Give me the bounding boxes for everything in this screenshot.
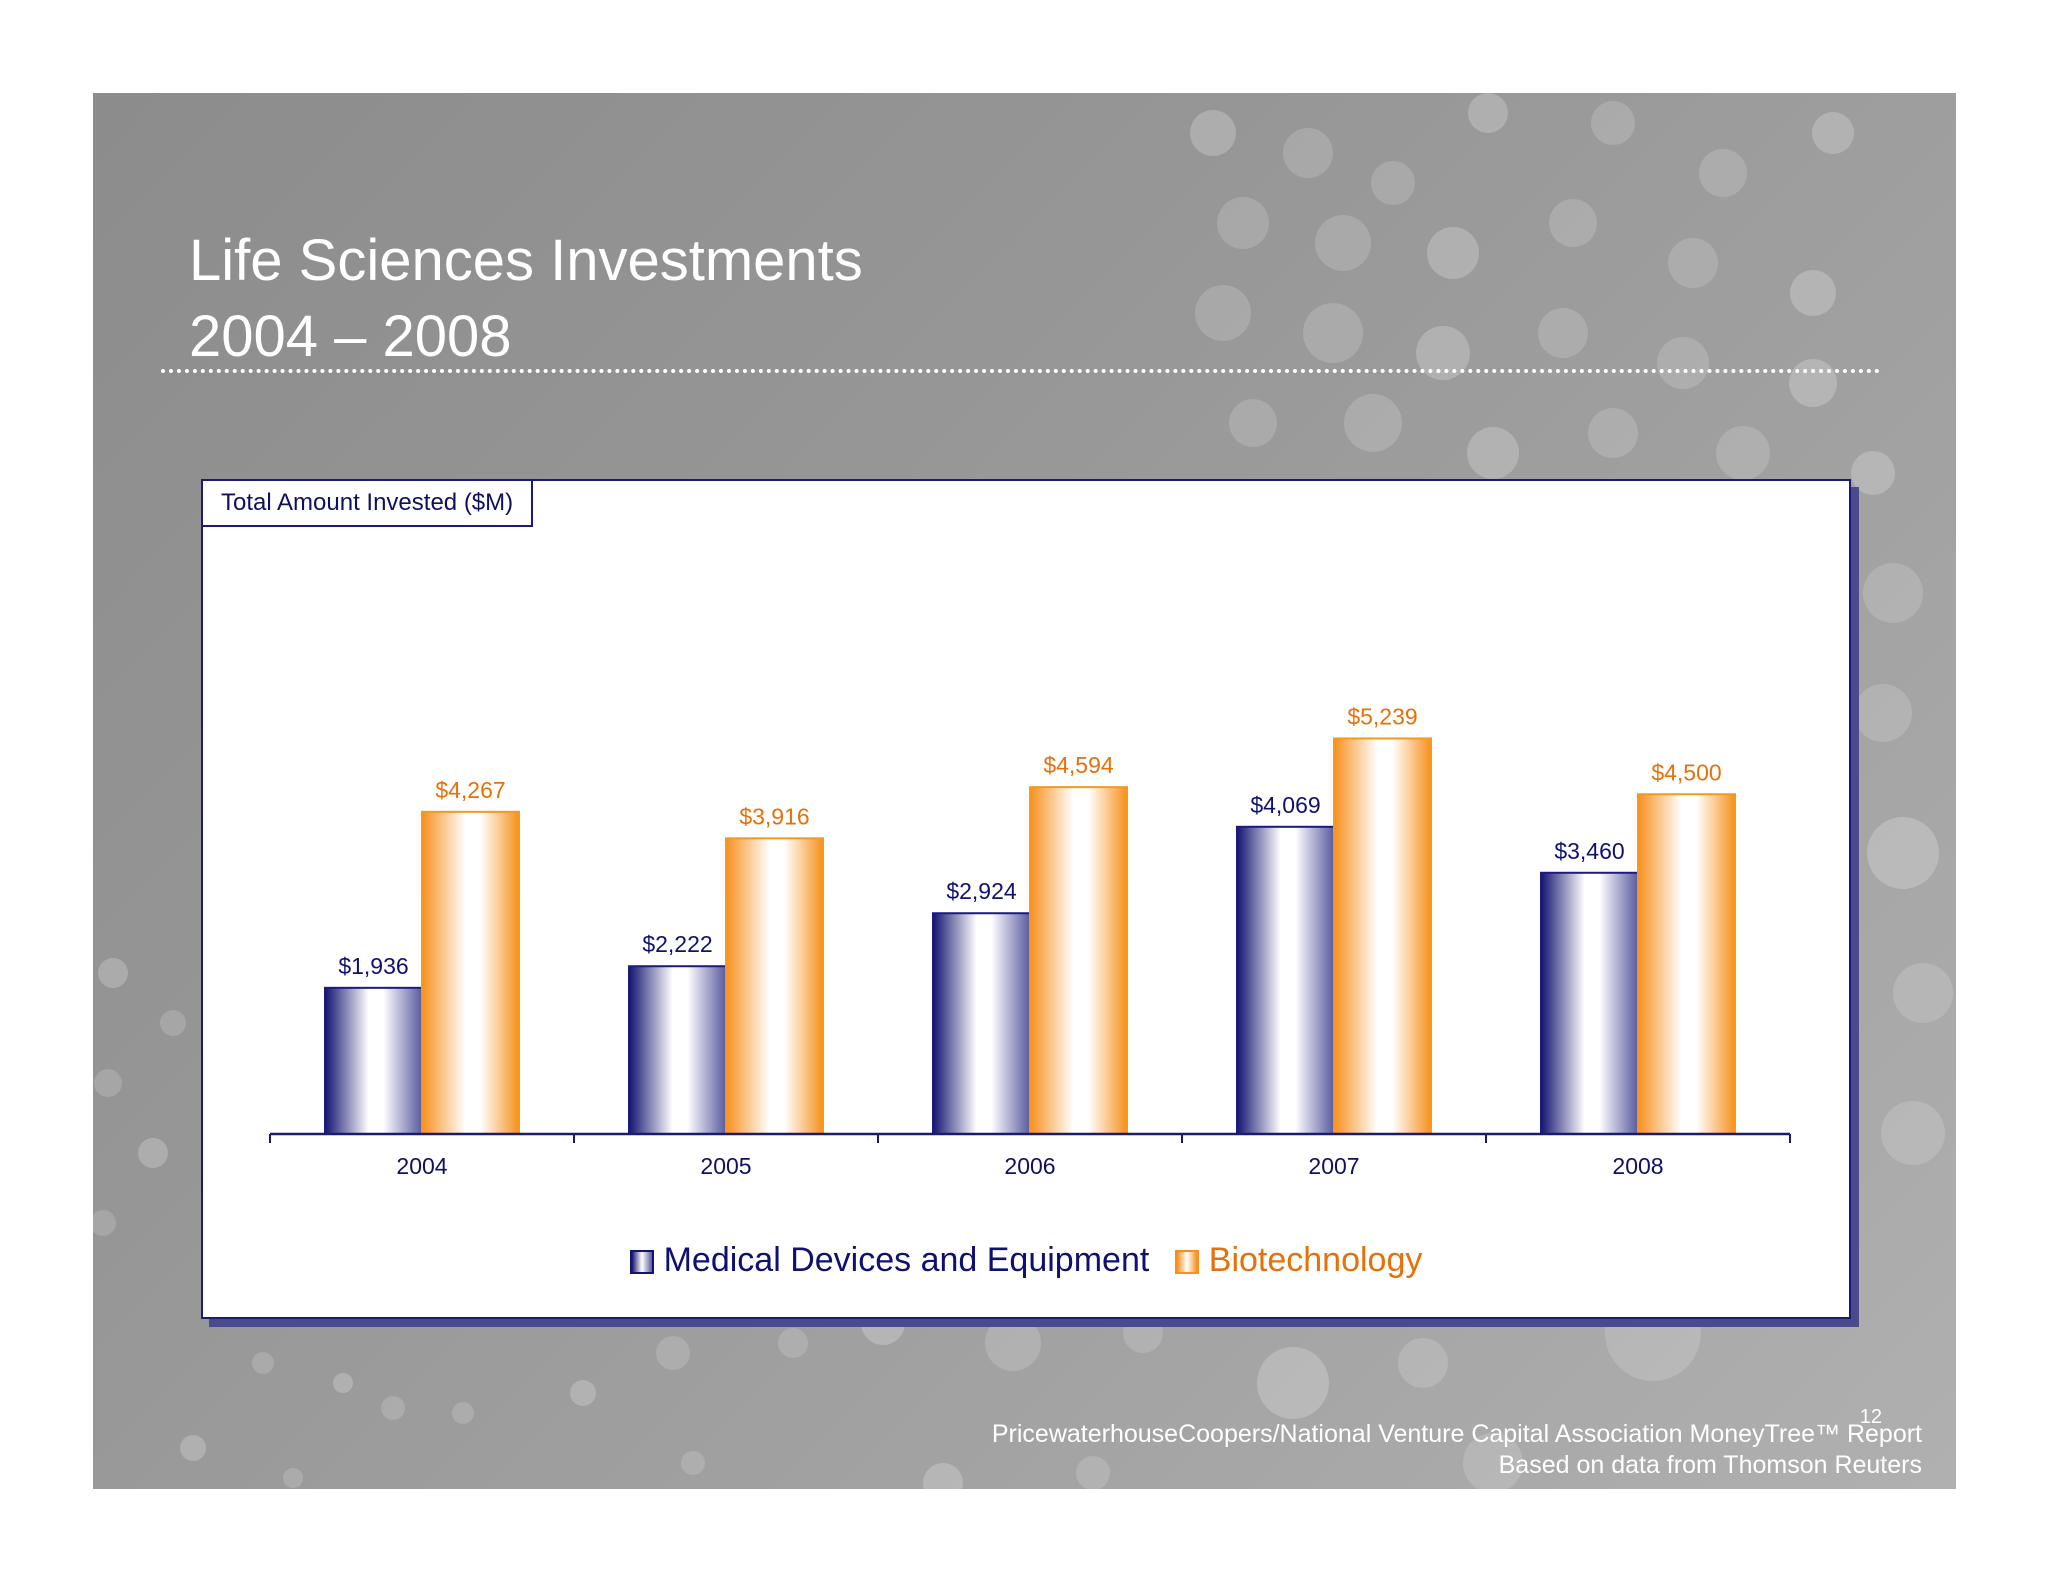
bubble-decoration: [1467, 427, 1519, 479]
bubble-decoration: [1190, 110, 1236, 156]
bar-biotechnology-2004: [421, 810, 520, 1135]
x-tick-label-2005: 2005: [700, 1153, 751, 1179]
data-label-medical-devices-2005: $2,222: [642, 931, 712, 957]
legend-label-medical-devices: Medical Devices and Equipment: [663, 1240, 1150, 1279]
bar-medical-devices-2005: [628, 965, 727, 1136]
chart-legend: Medical Devices and Equipment Biotechnol…: [203, 1239, 1849, 1280]
bubble-decoration: [252, 1352, 274, 1374]
bubble-decoration: [98, 958, 128, 988]
bubble-decoration: [1344, 394, 1402, 452]
bubble-decoration: [160, 1010, 186, 1036]
bubble-decoration: [1893, 963, 1953, 1023]
bar-medical-devices-2008: [1540, 871, 1639, 1135]
bubble-decoration: [1076, 1456, 1110, 1489]
data-label-biotechnology-2006: $4,594: [1043, 752, 1114, 778]
chart-panel: $1,936 $4,267 $2,222 $3,916 $2,924 $4,594 $4,0…: [201, 479, 1851, 1319]
bubble-decoration: [1790, 270, 1836, 316]
bubble-decoration: [778, 1328, 808, 1358]
bubble-decoration: [1588, 408, 1638, 458]
data-label-medical-devices-2008: $3,460: [1554, 838, 1624, 864]
bubble-decoration: [1549, 199, 1597, 247]
bubble-decoration: [283, 1468, 303, 1488]
bubble-decoration: [570, 1380, 596, 1406]
data-label-biotechnology-2008: $4,500: [1651, 759, 1721, 785]
data-label-biotechnology-2007: $5,239: [1347, 703, 1417, 729]
bubble-decoration: [1812, 112, 1854, 154]
bubble-decoration: [138, 1138, 168, 1168]
legend-swatch-navy: [629, 1249, 654, 1274]
title-divider: [161, 369, 1881, 373]
bubble-decoration: [1257, 1347, 1329, 1419]
bar-chart: $1,936 $4,267 $2,222 $3,916 $2,924 $4,594 $4,0…: [269, 703, 1791, 1179]
data-label-medical-devices-2007: $4,069: [1250, 792, 1320, 818]
bar-biotechnology-2005: [725, 837, 824, 1135]
bubble-decoration: [94, 1069, 122, 1097]
x-tick-label-2007: 2007: [1308, 1153, 1359, 1179]
bubble-decoration: [1427, 227, 1479, 279]
bubble-decoration: [1789, 359, 1837, 407]
bubble-decoration: [93, 1210, 116, 1236]
bar-medical-devices-2006: [932, 912, 1031, 1135]
bubble-decoration: [1398, 1338, 1448, 1388]
source-line-2: Based on data from Thomson Reuters: [1498, 1451, 1922, 1479]
data-label-biotechnology-2004: $4,267: [435, 777, 505, 803]
title-line-2: 2004 – 2008: [189, 304, 512, 369]
bubble-decoration: [1217, 197, 1269, 249]
source-line-1: PricewaterhouseCoopers/National Venture …: [991, 1420, 1922, 1448]
bubble-decoration: [333, 1373, 353, 1393]
bubble-decoration: [1863, 563, 1923, 623]
slide-background: Life Sciences Investments 2004 – 2008: [93, 93, 1956, 1489]
bubble-decoration: [381, 1396, 405, 1420]
bubble-decoration: [985, 1315, 1041, 1371]
bubble-decoration: [1716, 426, 1770, 480]
bubble-decoration: [452, 1402, 474, 1424]
bubble-decoration: [1371, 161, 1415, 205]
legend-label-biotechnology: Biotechnology: [1208, 1240, 1423, 1279]
bubble-decoration: [681, 1451, 705, 1475]
bubble-decoration: [1851, 451, 1895, 495]
bubble-decoration: [1463, 1433, 1523, 1489]
page-title: Life Sciences Investments 2004 – 2008: [189, 223, 863, 375]
bubble-decoration: [1229, 399, 1277, 447]
page-number: 12: [1859, 1406, 1882, 1428]
bar-medical-devices-2004: [324, 986, 423, 1135]
bubble-decoration: [1854, 684, 1912, 742]
bubble-decoration: [1283, 128, 1333, 178]
x-tick-label-2008: 2008: [1612, 1153, 1663, 1179]
source-note: PricewaterhouseCoopers/National Venture …: [992, 1419, 1922, 1481]
bar-medical-devices-2007: [1236, 825, 1335, 1135]
bubble-decoration: [1881, 1101, 1945, 1165]
bubble-decoration: [1315, 215, 1371, 271]
bubble-decoration: [1468, 93, 1508, 133]
bubble-decoration: [1123, 1313, 1163, 1353]
bubble-decoration: [180, 1435, 206, 1461]
legend-item-medical-devices: Medical Devices and Equipment: [629, 1240, 1150, 1280]
bubble-decoration: [1699, 149, 1747, 197]
bubble-decoration: [656, 1336, 690, 1370]
chart-title: Total Amount Invested ($M): [203, 481, 534, 527]
data-label-medical-devices-2006: $2,924: [946, 878, 1017, 904]
title-line-1: Life Sciences Investments: [189, 228, 863, 293]
data-label-biotechnology-2005: $3,916: [739, 803, 809, 829]
bubble-decoration: [1657, 337, 1709, 389]
bubble-decoration: [1195, 285, 1251, 341]
x-tick-label-2006: 2006: [1004, 1153, 1055, 1179]
bar-biotechnology-2008: [1637, 793, 1736, 1135]
data-label-medical-devices-2004: $1,936: [338, 953, 408, 979]
legend-item-biotechnology: Biotechnology: [1174, 1240, 1423, 1280]
bubble-decoration: [1303, 303, 1363, 363]
bubble-decoration: [1591, 101, 1635, 145]
bubble-decoration: [923, 1463, 963, 1489]
bubble-decoration: [1538, 308, 1588, 358]
bubble-decoration: [1867, 817, 1939, 889]
x-tick-label-2004: 2004: [396, 1153, 447, 1179]
legend-swatch-orange: [1174, 1249, 1199, 1274]
bubble-decoration: [1668, 238, 1718, 288]
bar-biotechnology-2006: [1029, 786, 1128, 1135]
bar-biotechnology-2007: [1333, 737, 1432, 1135]
